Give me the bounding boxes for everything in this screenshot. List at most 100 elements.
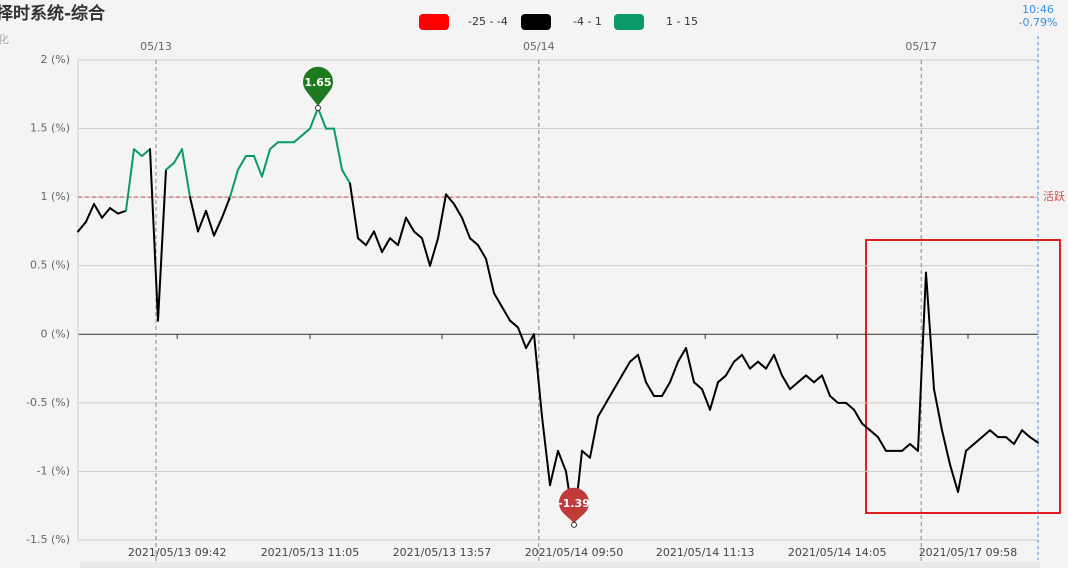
line-segment — [373, 230, 383, 253]
line-segment — [877, 436, 887, 452]
line-segment — [421, 237, 431, 267]
line-segment — [485, 257, 495, 295]
line-segment — [597, 401, 607, 418]
x-tick-label: 2021/05/13 13:57 — [393, 546, 492, 559]
line-segment — [493, 292, 503, 308]
line-segment — [77, 220, 87, 233]
line-segment — [733, 353, 743, 363]
line-segment — [205, 209, 215, 237]
line-segment — [261, 148, 271, 178]
line-segment — [917, 271, 927, 452]
day-tick-label: 05/14 — [523, 40, 555, 53]
line-segment — [701, 388, 711, 411]
line-segment — [989, 429, 999, 439]
line-segment — [693, 381, 703, 391]
line-segment — [357, 237, 367, 247]
line-segment — [1013, 429, 1023, 445]
line-segment — [933, 388, 943, 432]
chart-title: 择时系统-综合 — [0, 3, 106, 24]
line-segment — [349, 182, 359, 240]
line-segment — [533, 333, 543, 418]
line-segment — [181, 148, 191, 199]
legend-label: -25 - -4 — [468, 15, 508, 28]
line-segment — [309, 107, 319, 130]
line-segment — [109, 207, 119, 215]
line-segment — [685, 347, 695, 384]
line-segment — [629, 353, 639, 363]
line-segment — [301, 127, 311, 137]
line-segment — [981, 429, 991, 439]
line-segment — [717, 374, 727, 384]
legend-label: 1 - 15 — [666, 15, 698, 28]
line-segment — [429, 237, 439, 267]
line-segment — [805, 374, 815, 384]
x-tick-label: 2021/05/13 09:42 — [128, 546, 227, 559]
line-segment — [469, 237, 479, 247]
line-segment — [901, 443, 911, 452]
line-segment — [709, 381, 719, 411]
line-segment — [941, 429, 951, 466]
line-segment — [381, 237, 391, 253]
line-segment — [973, 436, 983, 445]
line-segment — [221, 196, 231, 219]
line-segment — [197, 209, 207, 233]
line-segment — [749, 360, 759, 370]
last-point-time: 10:46 — [1022, 3, 1054, 16]
line-segment — [453, 203, 463, 219]
line-segment — [165, 161, 175, 171]
line-segment — [549, 449, 559, 487]
mark-dot — [571, 521, 577, 528]
line-segment — [1029, 436, 1039, 444]
line-segment — [125, 148, 135, 212]
line-segment — [517, 326, 527, 349]
line-segment — [789, 381, 799, 391]
line-segment — [101, 207, 111, 219]
line-segment — [757, 360, 767, 370]
y-tick-label: -0.5 (%) — [26, 396, 70, 409]
highlight-box — [865, 239, 1061, 514]
line-segment — [853, 408, 863, 425]
legend-swatch — [614, 14, 644, 30]
line-segment — [581, 449, 591, 459]
line-segment — [333, 127, 343, 171]
line-segment — [637, 353, 647, 384]
day-tick-label: 05/17 — [905, 40, 937, 53]
line-segment — [405, 216, 415, 233]
line-segment — [965, 443, 975, 452]
y-tick-label: 1 (%) — [40, 190, 70, 203]
mark-label: -1.39 — [558, 497, 590, 510]
line-segment — [813, 374, 823, 384]
line-segment — [821, 374, 831, 397]
line-segment — [189, 196, 199, 233]
mark-pin — [559, 487, 590, 523]
x-tick-label: 2021/05/14 09:50 — [525, 546, 624, 559]
y-tick-label: -1 (%) — [37, 464, 71, 477]
x-tick-label: 2021/05/13 11:05 — [261, 546, 360, 559]
line-segment — [765, 353, 775, 370]
line-segment — [397, 216, 407, 247]
x-tick-label: 2021/05/14 11:13 — [656, 546, 755, 559]
line-segment — [669, 360, 679, 384]
line-segment — [525, 333, 535, 349]
line-segment — [509, 319, 519, 329]
line-segment — [589, 415, 599, 459]
y-tick-label: -1.5 (%) — [26, 533, 70, 546]
line-segment — [741, 353, 751, 370]
y-tick-label: 0.5 (%) — [30, 259, 70, 272]
line-segment — [149, 148, 159, 322]
line-segment — [949, 463, 959, 493]
x-tick-label: 2021/05/14 14:05 — [788, 546, 887, 559]
mark-dot — [315, 105, 321, 111]
legend-swatch — [521, 14, 551, 30]
line-segment — [213, 216, 223, 237]
line-segment — [925, 271, 935, 391]
line-segment — [1021, 429, 1031, 439]
line-segment — [829, 395, 839, 404]
line-segment — [1005, 436, 1015, 445]
line-segment — [445, 193, 455, 205]
line-segment — [141, 148, 151, 157]
line-segment — [461, 216, 471, 240]
line-segment — [677, 347, 687, 363]
line-segment — [957, 449, 967, 493]
